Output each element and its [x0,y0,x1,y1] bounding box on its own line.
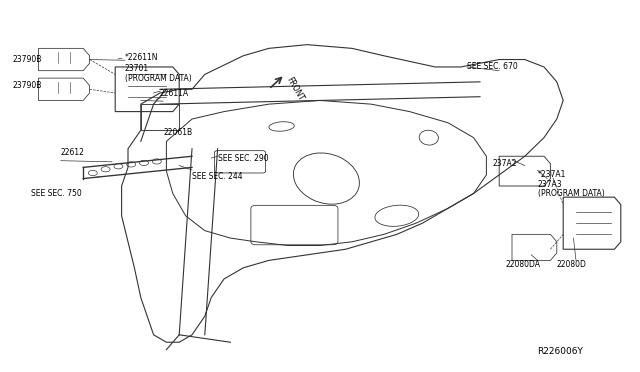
Text: FRONT: FRONT [285,76,305,103]
Text: 23701: 23701 [125,64,149,73]
Text: SEE SEC. 244: SEE SEC. 244 [192,172,243,181]
Text: SEE SEC. 670: SEE SEC. 670 [467,62,518,71]
Text: 237A2: 237A2 [493,159,517,168]
Text: 237A3: 237A3 [538,180,562,189]
Text: *237A1: *237A1 [538,170,566,179]
Text: 23790B: 23790B [13,55,42,64]
Text: 22080D: 22080D [557,260,587,269]
Text: 22061B: 22061B [163,128,193,137]
Text: SEE SEC. 750: SEE SEC. 750 [31,189,81,198]
Text: R226006Y: R226006Y [538,347,584,356]
Text: 22612: 22612 [61,148,84,157]
Text: 22080DA: 22080DA [506,260,541,269]
Text: 22611A: 22611A [160,89,189,97]
Text: 23790B: 23790B [13,81,42,90]
Text: (PROGRAM DATA): (PROGRAM DATA) [538,189,604,198]
Text: (PROGRAM DATA): (PROGRAM DATA) [125,74,191,83]
Text: *22611N: *22611N [125,53,158,62]
Text: SEE SEC. 290: SEE SEC. 290 [218,154,268,163]
